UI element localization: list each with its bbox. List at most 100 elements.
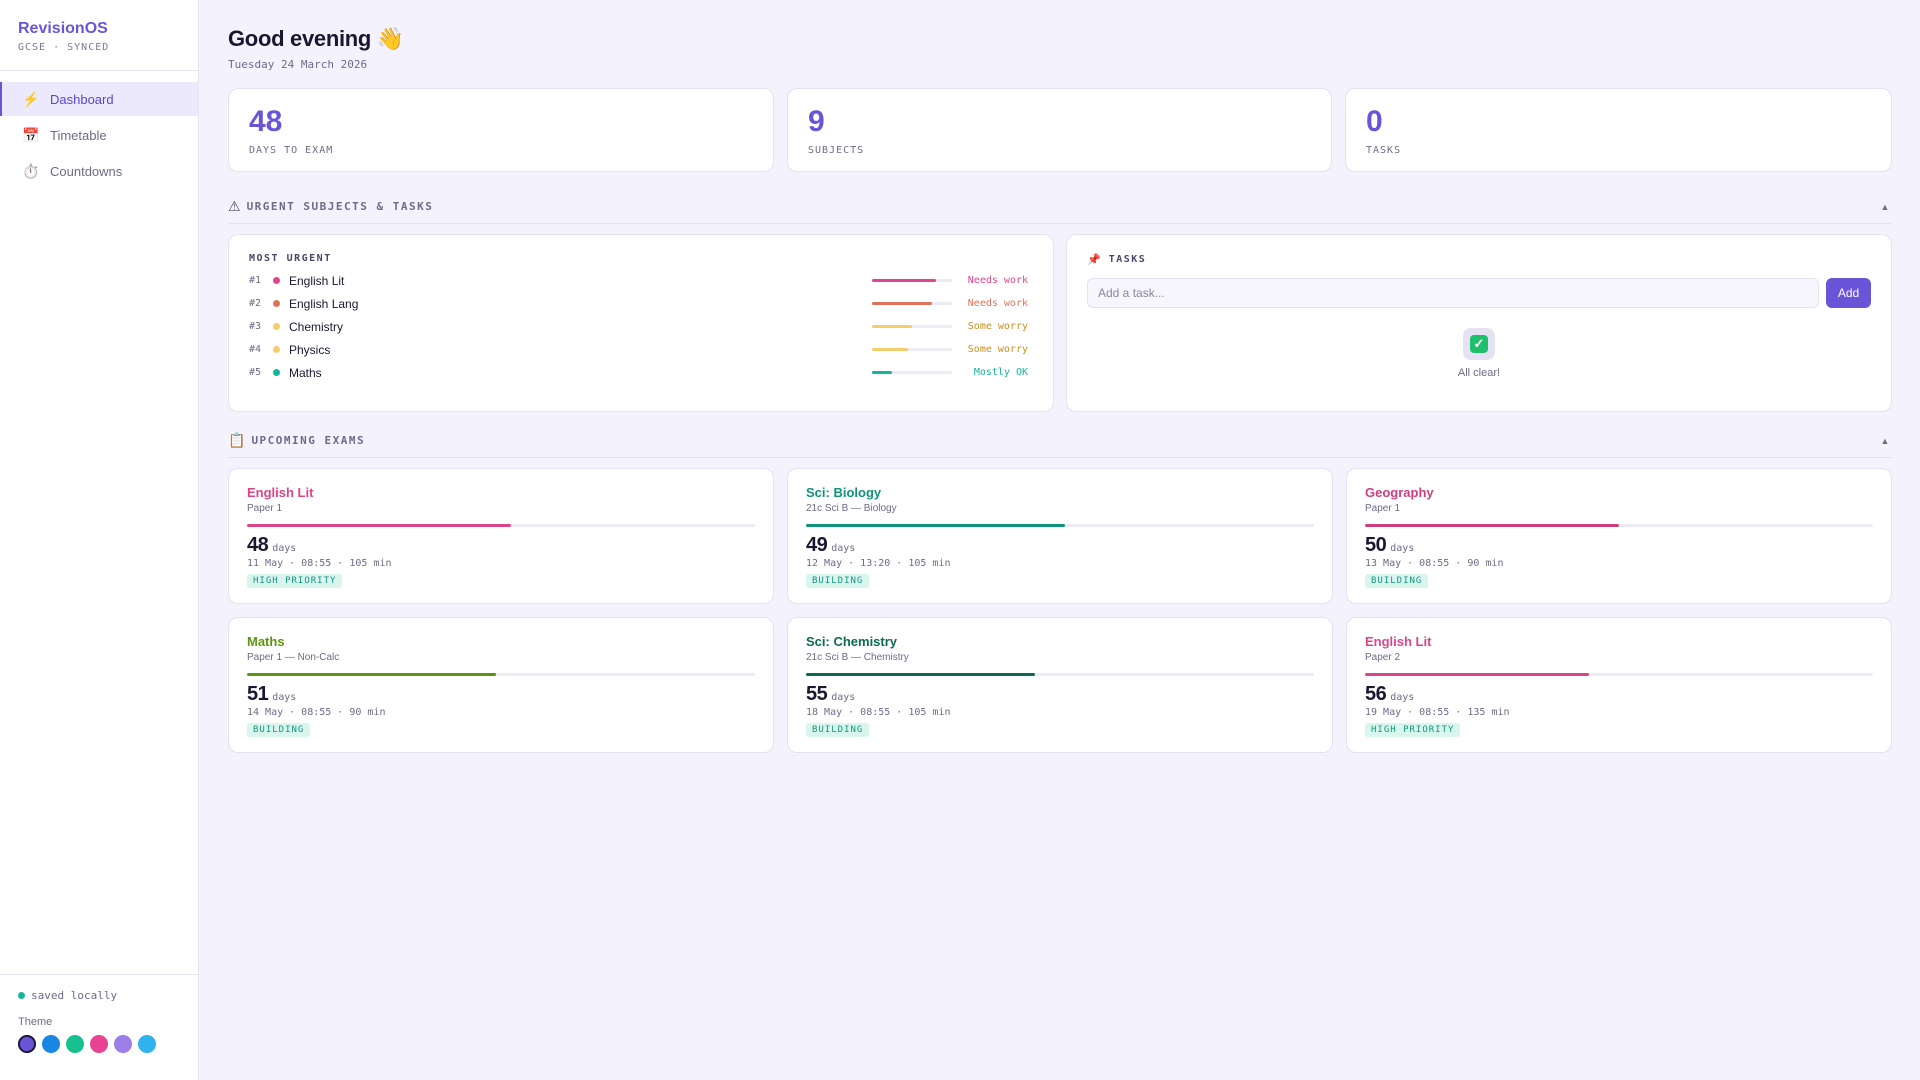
collapse-toggle-button[interactable]: ▲: [1880, 201, 1890, 212]
urgency-bar: [872, 279, 952, 282]
exam-card[interactable]: Geography Paper 1 50 days 13 May · 08:55 · 9…: [1346, 468, 1892, 604]
empty-state-text: All clear!: [1457, 367, 1501, 379]
urgent-subject-name: Maths: [289, 365, 322, 380]
urgent-subject-item[interactable]: #3 Chemistry Some worry: [249, 315, 1033, 338]
urgency-bar-fill: [872, 325, 912, 328]
save-status: saved locally: [18, 989, 181, 1002]
collapse-toggle-button[interactable]: ▲: [1880, 435, 1890, 446]
tasks-title: TASKS: [1108, 254, 1147, 265]
stat-card-subjects: 9 SUBJECTS: [787, 88, 1332, 172]
status-badge: BUILDING: [1365, 574, 1429, 588]
subject-dot-icon: [273, 300, 280, 307]
add-task-button[interactable]: Add: [1826, 278, 1871, 308]
exam-countdown: 48 days: [247, 534, 755, 557]
task-form: Add: [1087, 278, 1871, 308]
exam-progress-fill: [806, 673, 1035, 676]
days-unit: days: [1390, 543, 1415, 554]
exam-progress-fill: [1365, 673, 1589, 676]
days-unit: days: [272, 692, 297, 703]
urgency-bar-fill: [872, 302, 932, 305]
exam-progress-bar: [806, 673, 1314, 676]
urgent-rank: #2: [249, 298, 262, 309]
exam-progress-bar: [806, 524, 1314, 527]
exam-subject: English Lit: [247, 485, 314, 500]
exam-progress-fill: [247, 673, 496, 676]
exam-grid: English Lit Paper 1 48 days 11 May · 08:55 ·…: [228, 468, 1892, 766]
page-title: Good evening 👋: [228, 26, 404, 51]
days-remaining: 48: [247, 534, 269, 556]
urgent-rank: #5: [249, 367, 262, 378]
exam-subject: Sci: Biology: [806, 485, 882, 500]
urgent-section-header: ⚠ URGENT SUBJECTS & TASKS ▲: [228, 198, 1892, 224]
days-remaining: 49: [806, 534, 828, 556]
subject-dot-icon: [273, 323, 280, 330]
exam-card[interactable]: Maths Paper 1 — Non-Calc 51 days 14 May · 08…: [228, 617, 774, 753]
urgent-rank: #3: [249, 321, 262, 332]
sidebar-item-dashboard[interactable]: ⚡ Dashboard: [0, 82, 198, 116]
urgent-subject-item[interactable]: #4 Physics Some worry: [249, 338, 1033, 361]
stats-row: 48 DAYS TO EXAM 9 SUBJECTS 0 TASKS: [228, 88, 1892, 172]
clipboard-icon: 📋: [228, 432, 246, 448]
exam-countdown: 55 days: [806, 683, 1314, 706]
sidebar: RevisionOS GCSE · SYNCED ⚡ Dashboard 📅 T…: [0, 0, 199, 1080]
urgent-subject-item[interactable]: #1 English Lit Needs work: [249, 269, 1033, 292]
task-input[interactable]: [1087, 278, 1819, 308]
subject-dot-icon: [273, 346, 280, 353]
sidebar-item-timetable[interactable]: 📅 Timetable: [0, 118, 198, 152]
urgency-bar: [872, 302, 952, 305]
status-badge: HIGH PRIORITY: [1365, 723, 1461, 737]
urgency-bar: [872, 325, 952, 328]
theme-swatch-button[interactable]: [114, 1035, 132, 1053]
exam-subject: English Lit: [1365, 634, 1432, 649]
exam-subject: Sci: Chemistry: [806, 634, 898, 649]
exam-countdown: 51 days: [247, 683, 755, 706]
exam-progress-fill: [247, 524, 512, 527]
exam-meta: 14 May · 08:55 · 90 min: [247, 707, 386, 718]
exam-card[interactable]: English Lit Paper 1 48 days 11 May · 08:55 ·…: [228, 468, 774, 604]
subject-dot-icon: [273, 369, 280, 376]
theme-swatch-button[interactable]: [66, 1035, 84, 1053]
brand-name[interactable]: RevisionOS: [18, 20, 108, 37]
pushpin-icon: 📌: [1087, 254, 1101, 266]
sidebar-item-countdowns[interactable]: ⏱️ Countdowns: [0, 154, 198, 188]
exam-progress-fill: [1365, 524, 1619, 527]
exam-subject: Maths: [247, 634, 285, 649]
theme-swatch-button[interactable]: [42, 1035, 60, 1053]
exam-card[interactable]: English Lit Paper 2 56 days 19 May · 08:55 ·…: [1346, 617, 1892, 753]
subject-dot-icon: [273, 277, 280, 284]
most-urgent-title: MOST URGENT: [249, 253, 332, 264]
urgency-status: Some worry: [967, 344, 1028, 355]
sidebar-item-label: Countdowns: [50, 163, 123, 179]
theme-swatch-button[interactable]: [138, 1035, 156, 1053]
most-urgent-panel: MOST URGENT #1 English Lit Needs work #2 Eng…: [228, 234, 1054, 412]
exam-progress-bar: [247, 524, 755, 527]
stopwatch-icon: ⏱️: [22, 162, 40, 179]
urgent-subject-item[interactable]: #2 English Lang Needs work: [249, 292, 1033, 315]
exam-progress-bar: [247, 673, 755, 676]
days-unit: days: [272, 543, 297, 554]
empty-state: ✓ All clear!: [1087, 328, 1871, 379]
urgency-bar-fill: [872, 371, 892, 374]
urgent-subject-name: Physics: [289, 342, 331, 357]
sidebar-item-label: Dashboard: [50, 91, 114, 107]
exam-card[interactable]: Sci: Chemistry 21c Sci B — Chemistry 55 day…: [787, 617, 1333, 753]
stat-card-days-to-exam: 48 DAYS TO EXAM: [228, 88, 774, 172]
stat-value: 0: [1366, 105, 1383, 138]
sidebar-item-label: Timetable: [50, 127, 107, 143]
brand-subtitle: GCSE · SYNCED: [18, 42, 110, 53]
exam-card[interactable]: Sci: Biology 21c Sci B — Biology 49 days 12 …: [787, 468, 1333, 604]
theme-swatch-button[interactable]: [18, 1035, 36, 1053]
stat-label: SUBJECTS: [808, 145, 865, 156]
exam-meta: 18 May · 08:55 · 105 min: [806, 707, 951, 718]
days-remaining: 55: [806, 683, 828, 705]
stat-label: DAYS TO EXAM: [249, 145, 334, 156]
urgent-rank: #1: [249, 275, 262, 286]
days-unit: days: [1390, 692, 1415, 703]
urgency-status: Needs work: [967, 275, 1028, 286]
urgent-subject-name: English Lang: [289, 296, 359, 311]
sidebar-footer: saved locally Theme: [0, 974, 199, 1080]
theme-swatch-button[interactable]: [90, 1035, 108, 1053]
urgent-subject-item[interactable]: #5 Maths Mostly OK: [249, 361, 1033, 384]
urgent-subject-list: #1 English Lit Needs work #2 English Lang Nee…: [249, 269, 1033, 384]
days-remaining: 56: [1365, 683, 1387, 705]
